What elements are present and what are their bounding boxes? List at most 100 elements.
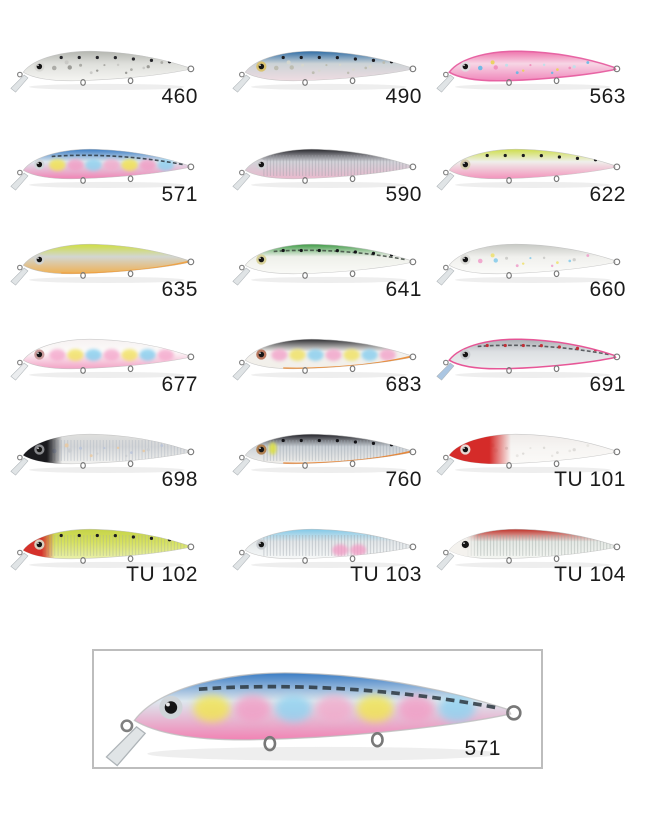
tail-ring: [613, 258, 621, 266]
lure-eye: [460, 539, 471, 550]
tail-ring: [409, 65, 417, 73]
lure-lip: [10, 362, 29, 381]
line-tie-ring: [239, 549, 245, 556]
lure-eye: [460, 444, 471, 455]
tail-ring: [506, 705, 522, 721]
belly-hanger-ring: [349, 555, 356, 563]
line-tie-ring: [17, 169, 23, 176]
lure-item-641: 641: [230, 231, 422, 301]
line-tie-ring: [17, 454, 23, 461]
belly-hanger-ring: [553, 460, 560, 468]
lure-item-tu-101: TU 101: [434, 421, 626, 491]
belly-hanger-ring: [302, 462, 308, 469]
lure-lip: [436, 552, 455, 571]
belly-hanger-ring: [127, 270, 134, 278]
belly-hanger-ring: [506, 272, 512, 279]
lure-eye: [256, 444, 267, 455]
lure-image: [436, 50, 621, 93]
tail-ring: [613, 448, 621, 456]
belly-hanger-ring: [506, 557, 512, 564]
detail-code-label: 571: [464, 737, 501, 760]
lure-code-label: 590: [385, 183, 422, 206]
lure-eye: [256, 159, 267, 170]
belly-hanger-ring: [127, 555, 134, 563]
lure-lip: [232, 457, 251, 476]
line-tie-ring: [239, 169, 245, 176]
lure-item-760: 760: [230, 421, 422, 491]
lure-lip: [436, 74, 455, 93]
lure-eye: [256, 254, 267, 265]
belly-hanger-ring: [349, 365, 356, 373]
lure-code-label: 490: [385, 85, 422, 108]
lure-code-label: 677: [161, 373, 198, 396]
lure-lip: [232, 267, 251, 286]
lure-eye: [34, 444, 45, 455]
lure-lip: [10, 172, 29, 191]
lure-eye: [256, 539, 267, 550]
lure-lip: [436, 362, 455, 381]
belly-hanger-ring: [553, 270, 560, 278]
lure-lip: [232, 552, 251, 571]
lure-lip: [232, 74, 251, 93]
lure-item-635: 635: [8, 231, 198, 301]
belly-hanger-ring: [302, 367, 308, 374]
lure-item-571: 571: [8, 136, 198, 206]
lure-image: [436, 433, 621, 476]
detail-box: 571: [92, 649, 543, 769]
belly-hanger-ring: [302, 557, 308, 564]
belly-hanger-ring: [80, 177, 86, 184]
lure-item-tu-102: TU 102: [8, 516, 198, 586]
belly-hanger-ring: [80, 462, 86, 469]
lure-item-460: 460: [8, 38, 198, 108]
line-tie-ring: [17, 359, 23, 366]
lure-eye: [460, 254, 471, 265]
lure-lip: [10, 74, 29, 93]
lure-image: [10, 433, 195, 476]
belly-hanger-ring: [553, 175, 560, 183]
lure-code-label: 571: [161, 183, 198, 206]
lure-grid: 460 490 563 571 590 622 635 641 660 677 683 691 698 7…: [8, 38, 626, 586]
lure-lip: [436, 267, 455, 286]
belly-hanger-ring: [127, 365, 134, 373]
line-tie-ring: [17, 264, 23, 271]
lure-eye: [34, 254, 45, 265]
lure-image: [10, 50, 195, 93]
lure-image: [232, 528, 417, 571]
belly-hanger-ring: [553, 77, 560, 85]
lure-lip: [232, 362, 251, 381]
belly-hanger-ring: [80, 367, 86, 374]
lure-image: [232, 243, 417, 286]
tail-ring: [409, 353, 417, 361]
lure-eye: [34, 539, 45, 550]
tail-ring: [613, 353, 621, 361]
lure-image: [436, 243, 621, 286]
lure-code-label: 460: [161, 85, 198, 108]
tail-ring: [187, 543, 195, 551]
lure-lip: [436, 172, 455, 191]
line-tie-ring: [443, 71, 449, 78]
tail-ring: [613, 65, 621, 73]
line-tie-ring: [239, 264, 245, 271]
lure-code-label: 641: [385, 278, 422, 301]
lure-code-label: 660: [589, 278, 626, 301]
lure-code-label: 622: [589, 183, 626, 206]
tail-ring: [409, 163, 417, 171]
belly-hanger-ring: [302, 272, 308, 279]
line-tie-ring: [17, 549, 23, 556]
lure-image: [10, 528, 195, 571]
belly-hanger-ring: [506, 79, 512, 86]
line-tie-ring: [239, 454, 245, 461]
lure-eye: [460, 159, 471, 170]
line-tie-ring: [239, 359, 245, 366]
belly-hanger-ring: [127, 175, 134, 183]
lure-code-label: TU 103: [350, 563, 422, 586]
tail-ring: [613, 543, 621, 551]
lure-item-677: 677: [8, 326, 198, 396]
lure-image: [10, 338, 195, 381]
belly-hanger-ring: [553, 555, 560, 563]
lure-image: [10, 148, 195, 191]
belly-hanger-ring: [80, 272, 86, 279]
lure-code-label: TU 101: [554, 468, 626, 491]
tail-ring: [187, 258, 195, 266]
belly-hanger-ring: [127, 460, 134, 468]
